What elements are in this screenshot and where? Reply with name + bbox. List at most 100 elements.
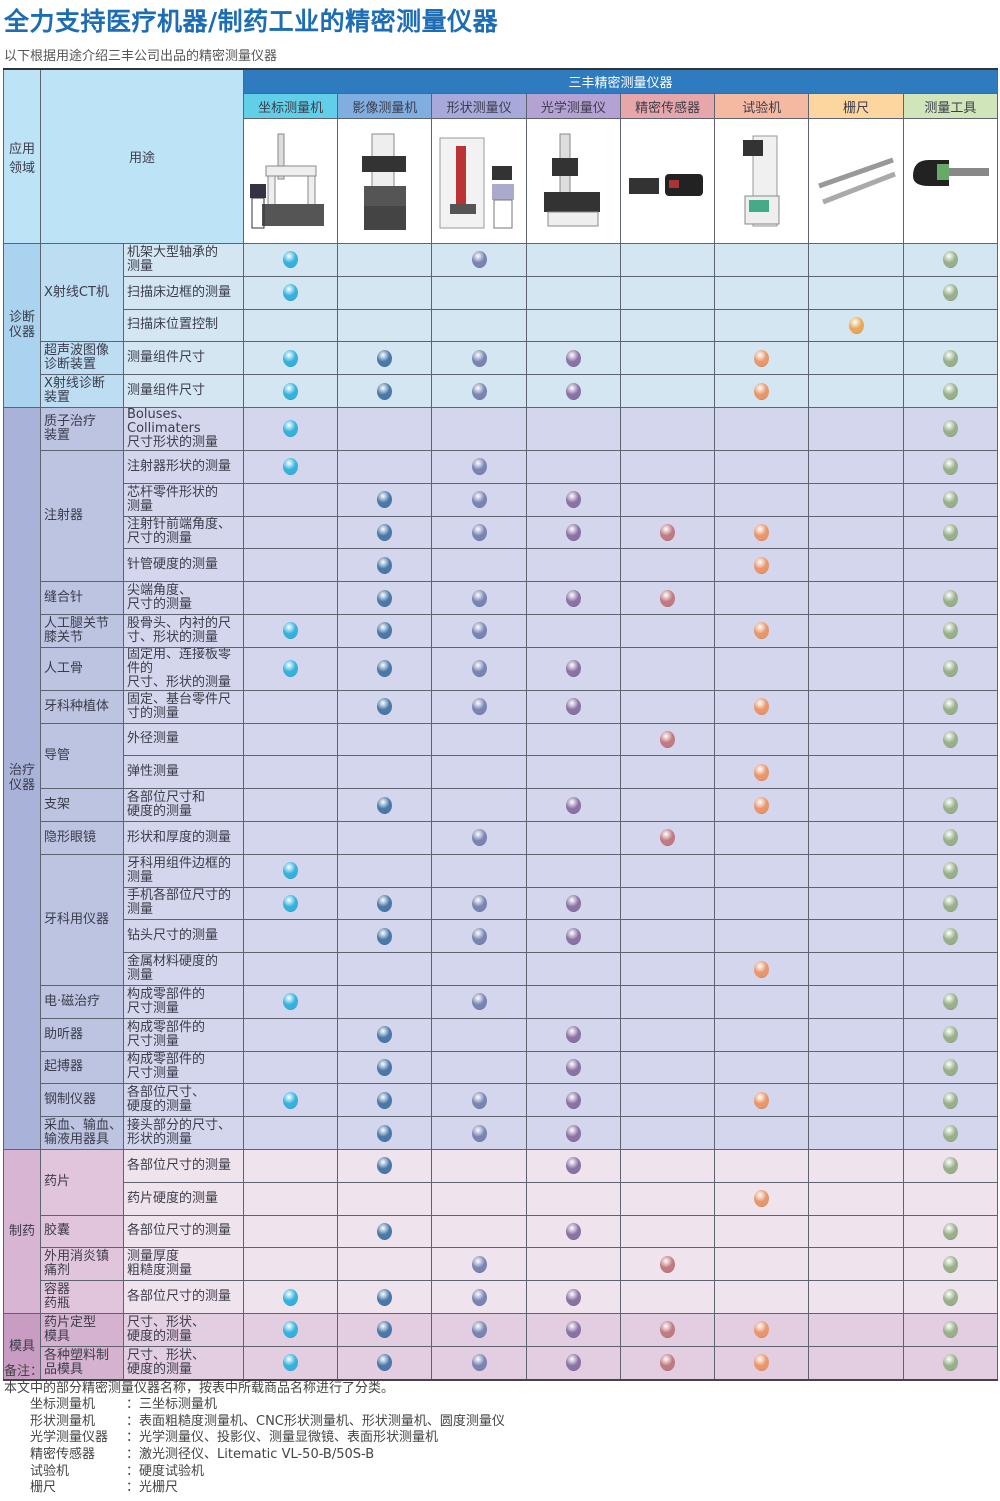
- mark-cell: [337, 646, 433, 691]
- mark-cell: [714, 482, 810, 517]
- mark-cell: [902, 1050, 999, 1085]
- mark-cell: [431, 1181, 527, 1216]
- applicable-dot-icon: [754, 1321, 770, 1339]
- applicable-dot-icon: [471, 523, 487, 541]
- mark-cell: [337, 1214, 433, 1249]
- applicable-dot-icon: [942, 1255, 958, 1273]
- mark-cell: [525, 1148, 621, 1183]
- note-label: 精密传感器: [30, 1446, 96, 1462]
- mark-cell: [243, 722, 339, 757]
- use-label: 扫描床边框的测量: [122, 275, 245, 310]
- device-label: 人工腿关节 膝关节: [40, 613, 124, 648]
- mark-cell: [337, 406, 433, 451]
- table-row: 外用消炎镇 痛剂 测量厚度 粗糙度测量: [4, 1247, 999, 1282]
- mark-cell: [243, 689, 339, 724]
- applicable-dot-icon: [565, 927, 581, 945]
- mark-cell: [337, 788, 433, 822]
- applicable-dot-icon: [283, 1288, 299, 1306]
- applicable-dot-icon: [471, 829, 487, 847]
- device-label: 药片: [40, 1148, 124, 1216]
- mark-cell: [902, 1280, 999, 1314]
- applicable-dot-icon: [660, 589, 676, 607]
- mark-cell: [243, 1181, 339, 1216]
- mark-cell: [337, 1050, 433, 1085]
- mark-cell: [337, 984, 433, 1019]
- use-label: 钻头尺寸的测量: [122, 919, 245, 954]
- applicable-dot-icon: [377, 1288, 393, 1306]
- applicable-dot-icon: [754, 763, 770, 781]
- mark-cell: [902, 1148, 999, 1183]
- mark-cell: [525, 1312, 621, 1347]
- mark-cell: [714, 613, 810, 648]
- mark-cell: [619, 406, 716, 451]
- use-label: 测量组件尺寸: [122, 374, 245, 408]
- mark-cell: [431, 613, 527, 648]
- applicable-dot-icon: [942, 349, 958, 367]
- applicable-dot-icon: [283, 1321, 299, 1339]
- note-value: ：三坐标测量机: [126, 1397, 218, 1413]
- applicable-dot-icon: [565, 796, 581, 814]
- mark-cell: [619, 482, 716, 517]
- mark-cell: [902, 1345, 999, 1381]
- applicable-dot-icon: [283, 251, 299, 269]
- applicable-dot-icon: [942, 927, 958, 945]
- mark-cell: [808, 1181, 904, 1216]
- applicable-dot-icon: [471, 491, 487, 509]
- applicable-dot-icon: [660, 829, 676, 847]
- table-row: 缝合针 尖端角度、 尺寸的测量: [4, 581, 999, 615]
- applicable-dot-icon: [565, 660, 581, 678]
- mark-cell: [431, 374, 527, 408]
- device-label: 牙科用仪器: [40, 853, 124, 986]
- applicable-dot-icon: [283, 894, 299, 912]
- table-row: 牙科种植体 固定、基台零件尺 寸的测量: [4, 689, 999, 724]
- mark-cell: [337, 1083, 433, 1118]
- mark-cell: [714, 984, 810, 1019]
- table-row: 超声波图像 诊断装置 测量组件尺寸: [4, 341, 999, 376]
- applicable-dot-icon: [942, 1026, 958, 1044]
- mark-cell: [431, 308, 527, 343]
- applicable-dot-icon: [283, 862, 299, 880]
- table-row: 牙科用仪器 牙科用组件边框的 测量: [4, 853, 999, 986]
- mark-cell: [714, 689, 810, 724]
- table-row: 制药 药片 各部位尺寸的测量: [3, 1148, 999, 1314]
- applicable-dot-icon: [660, 1354, 676, 1372]
- applicable-dot-icon: [754, 556, 770, 574]
- table-row: 电·磁治疗 构成零部件的 尺寸测量: [4, 984, 999, 1019]
- applicable-dot-icon: [754, 960, 770, 978]
- mark-cell: [431, 275, 527, 310]
- page-subtitle: 以下根据用途介绍三丰公司出品的精密测量仪器: [4, 49, 278, 64]
- domain-header: 应用领域: [3, 68, 41, 244]
- mark-cell: [714, 515, 810, 550]
- use-label: 外径测量: [122, 722, 245, 757]
- mark-cell: [714, 275, 810, 310]
- mark-cell: [902, 1083, 999, 1118]
- device-label: 导管: [40, 722, 124, 790]
- mark-cell: [619, 275, 716, 310]
- applicable-dot-icon: [942, 1321, 958, 1339]
- applicable-dot-icon: [942, 622, 958, 640]
- applicable-dot-icon: [565, 894, 581, 912]
- applicable-dot-icon: [377, 660, 393, 678]
- use-label: 构成零部件的 尺寸测量: [122, 1050, 245, 1085]
- product-image-row: [4, 118, 999, 244]
- applicable-dot-icon: [377, 349, 393, 367]
- mark-cell: [243, 1214, 339, 1249]
- notes-intro: 本文中的部分精密测量仪器名称，按表中所载商品名称进行了分类。: [4, 1380, 395, 1396]
- domain-label: 诊断 仪器: [3, 243, 41, 408]
- applicable-dot-icon: [942, 251, 958, 269]
- mark-cell: [619, 689, 716, 724]
- applicable-dot-icon: [660, 1321, 676, 1339]
- use-label: 各部位尺寸的测量: [122, 1214, 245, 1249]
- mark-cell: [431, 952, 527, 986]
- table-row: 弹性测量: [4, 755, 999, 790]
- mark-cell: [902, 613, 999, 648]
- category-header: 光学测量仪: [525, 93, 621, 119]
- use-label: 接头部分的尺寸、 形状的测量: [122, 1116, 245, 1150]
- use-label: 手机各部位尺寸的 测量: [122, 886, 245, 921]
- domain-label: 模具: [3, 1312, 41, 1381]
- category-header: 坐标测量机: [243, 93, 339, 119]
- applicable-dot-icon: [283, 1354, 299, 1372]
- applicable-dot-icon: [942, 458, 958, 476]
- vision-machine-image: [337, 118, 433, 244]
- mark-cell: [243, 886, 339, 921]
